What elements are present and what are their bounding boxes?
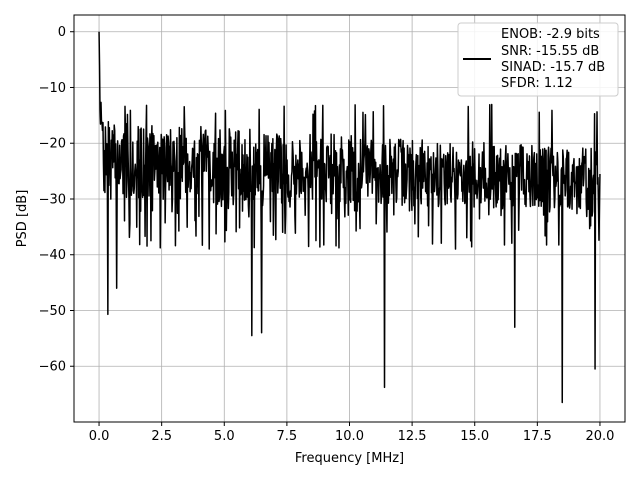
- y-tick-label: −50: [39, 304, 66, 319]
- x-tick-label: 5.0: [214, 429, 235, 444]
- y-tick-label: −30: [39, 192, 66, 207]
- y-tick-label: −20: [39, 137, 66, 152]
- y-axis-ticks: 0 −10 −20 −30 −40 −50 −60: [39, 25, 74, 375]
- legend-line-enob: ENOB: -2.9 bits: [501, 27, 600, 42]
- x-axis-label: Frequency [MHz]: [295, 451, 404, 466]
- y-tick-label: 0: [58, 25, 66, 40]
- x-tick-label: 2.5: [151, 429, 172, 444]
- y-tick-label: −10: [39, 81, 66, 96]
- x-tick-label: 12.5: [398, 429, 427, 444]
- x-tick-label: 17.5: [523, 429, 552, 444]
- x-tick-label: 10.0: [335, 429, 364, 444]
- legend-box: [457, 22, 619, 97]
- legend-line-sfdr: SFDR: 1.12: [501, 76, 573, 91]
- y-axis-label: PSD [dB]: [15, 190, 30, 248]
- x-axis-ticks: 0.0 2.5 5.0 7.5 10.0 12.5 15.0 17.5 20.0: [89, 422, 614, 444]
- legend-line-sinad: SINAD: -15.7 dB: [501, 60, 605, 75]
- y-tick-label: −40: [39, 248, 66, 263]
- psd-series-line: [98, 31, 601, 404]
- psd-trace: [98, 31, 601, 404]
- x-tick-label: 0.0: [89, 429, 110, 444]
- x-tick-label: 7.5: [277, 429, 298, 444]
- y-tick-label: −60: [39, 360, 66, 375]
- legend: ENOB: -2.9 bits SNR: -15.55 dB SINAD: -1…: [457, 22, 619, 97]
- x-tick-label: 20.0: [585, 429, 614, 444]
- x-tick-label: 15.0: [460, 429, 489, 444]
- legend-line-snr: SNR: -15.55 dB: [501, 44, 599, 59]
